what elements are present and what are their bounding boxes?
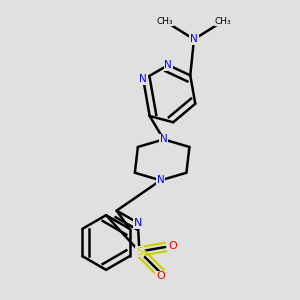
Text: N: N: [164, 60, 172, 70]
Text: S: S: [136, 247, 143, 256]
Text: N: N: [140, 74, 147, 85]
Text: CH₃: CH₃: [157, 16, 173, 26]
Text: N: N: [134, 218, 142, 228]
Text: O: O: [168, 241, 177, 250]
Text: CH₃: CH₃: [214, 16, 231, 26]
Text: N: N: [157, 175, 164, 185]
Text: N: N: [160, 134, 167, 144]
Text: N: N: [190, 34, 198, 44]
Text: O: O: [156, 272, 165, 281]
